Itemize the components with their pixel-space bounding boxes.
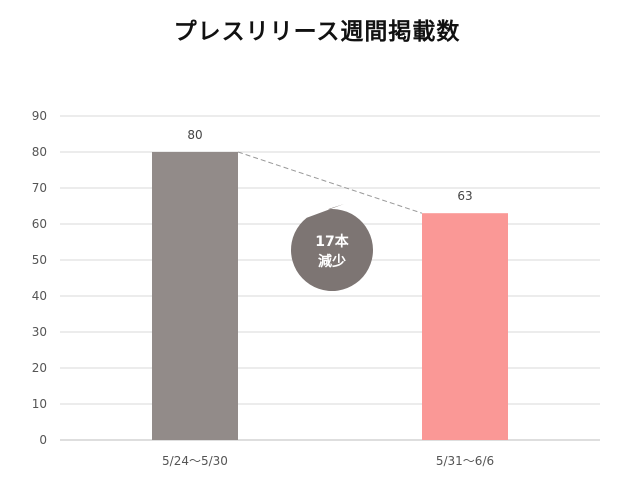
y-tick-label: 10	[32, 397, 47, 411]
bar	[422, 213, 508, 440]
y-axis-ticks: 0 10 20 30 40 50 60 70 80 90	[32, 109, 47, 447]
bars	[152, 152, 508, 440]
callout-bubble	[290, 204, 373, 292]
decrease-callout: 17本 減少	[290, 204, 373, 292]
data-label: 63	[457, 189, 472, 203]
bar	[152, 152, 238, 440]
y-tick-label: 90	[32, 109, 47, 123]
y-tick-label: 30	[32, 325, 47, 339]
y-tick-label: 60	[32, 217, 47, 231]
connector-line	[237, 151, 423, 214]
y-tick-label: 50	[32, 253, 47, 267]
chart-title: プレスリリース週間掲載数	[173, 19, 461, 45]
x-axis-ticks: 5/24〜5/30 5/31〜6/6	[162, 454, 494, 468]
y-tick-label: 70	[32, 181, 47, 195]
y-tick-label: 80	[32, 145, 47, 159]
callout-line-2: 減少	[318, 253, 346, 270]
data-label: 80	[187, 128, 202, 142]
y-tick-label: 40	[32, 289, 47, 303]
y-tick-label: 0	[39, 433, 47, 447]
trend-connector	[237, 151, 423, 214]
x-tick-label: 5/31〜6/6	[436, 454, 494, 468]
data-labels: 80 63	[187, 128, 472, 203]
x-tick-label: 5/24〜5/30	[162, 454, 228, 468]
y-tick-label: 20	[32, 361, 47, 375]
callout-line-1: 17本	[315, 233, 349, 250]
